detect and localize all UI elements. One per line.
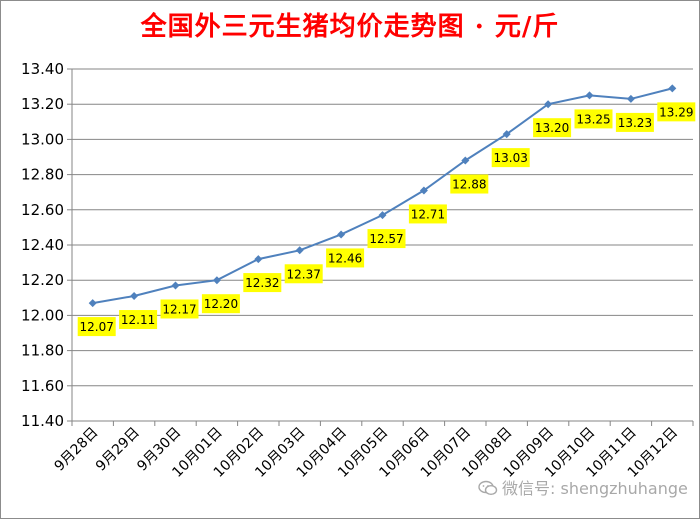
data-label: 12.17 (160, 299, 199, 319)
x-axis-ticks: 9月28日9月29日9月30日10月01日10月02日10月03日10月04日1… (52, 425, 682, 481)
data-point (668, 84, 677, 93)
data-label-box (201, 294, 240, 314)
data-label-text: 12.71 (411, 207, 445, 221)
data-label-box (284, 264, 323, 284)
y-tick-label: 12.40 (21, 236, 64, 254)
y-tick-label: 11.80 (21, 342, 64, 360)
x-tick-label: 9月29日 (93, 425, 143, 475)
data-point (544, 100, 553, 109)
data-label-box (450, 174, 489, 194)
data-label-text: 12.07 (80, 320, 114, 334)
data-point (626, 94, 635, 103)
data-label-box (491, 148, 530, 168)
data-point (295, 246, 304, 255)
y-tick-label: 11.60 (21, 377, 64, 395)
data-point (212, 276, 221, 285)
y-tick-label: 12.20 (21, 271, 64, 289)
x-tick-label: 9月28日 (52, 425, 102, 475)
data-label: 12.11 (119, 310, 158, 330)
data-point (337, 230, 346, 239)
y-tick-label: 11.40 (21, 412, 64, 430)
data-label: 13.20 (533, 118, 572, 138)
data-point (461, 156, 470, 165)
data-label: 12.37 (284, 264, 323, 284)
data-label: 12.57 (367, 229, 406, 249)
data-label-box (657, 102, 696, 122)
watermark: 微信号: shengzhuhange (478, 475, 688, 499)
y-tick-label: 12.00 (21, 306, 64, 324)
data-label-box (615, 112, 654, 132)
data-label-text: 12.20 (204, 297, 238, 311)
data-point (502, 130, 511, 139)
data-label: 12.07 (77, 317, 116, 337)
data-label-text: 12.11 (121, 313, 155, 327)
data-label: 13.23 (615, 112, 654, 132)
data-point (171, 281, 180, 290)
y-tick-label: 13.20 (21, 95, 64, 113)
data-label: 12.20 (201, 294, 240, 314)
data-point (419, 186, 428, 195)
data-point (130, 292, 139, 301)
data-label-text: 12.37 (287, 267, 321, 281)
data-label: 13.03 (491, 148, 530, 168)
data-label-box (367, 229, 406, 249)
data-label-text: 13.23 (618, 116, 652, 130)
data-label: 12.88 (450, 174, 489, 194)
data-point (585, 91, 594, 100)
data-labels: 12.07 12.11 12.17 12.20 12.32 12.37 12.46 12.57… (77, 102, 696, 337)
data-label-box (533, 118, 572, 138)
y-tick-label: 13.40 (21, 60, 64, 78)
watermark-text: 微信号: shengzhuhange (502, 479, 688, 498)
data-label-text: 12.46 (328, 251, 362, 265)
data-label-text: 13.25 (576, 112, 610, 126)
data-label-text: 13.20 (535, 121, 569, 135)
data-label: 12.46 (326, 248, 365, 268)
data-label-box (243, 273, 282, 293)
y-tick-label: 12.80 (21, 166, 64, 184)
series-layer (88, 84, 677, 308)
data-label-text: 13.03 (494, 151, 528, 165)
data-label-box (77, 317, 116, 337)
y-tick-label: 12.60 (21, 201, 64, 219)
data-label-text: 12.88 (452, 178, 486, 192)
chart-title: 全国外三元生猪均价走势图 · 元/斤 (140, 12, 560, 42)
data-label-box (119, 310, 158, 330)
data-point (88, 299, 97, 308)
y-axis-ticks: 11.40 11.60 11.80 12.00 12.20 12.40 12.60 12.80… (21, 60, 64, 430)
axes (67, 68, 694, 426)
y-tick-label: 13.00 (21, 130, 64, 148)
data-label-box (160, 299, 199, 319)
wechat-icon (478, 479, 498, 498)
data-label: 13.29 (657, 102, 696, 122)
data-label: 12.32 (243, 273, 282, 293)
data-label-box (326, 248, 365, 268)
data-label-text: 12.17 (162, 302, 196, 316)
data-label-text: 12.57 (369, 232, 403, 246)
data-label-text: 12.32 (245, 276, 279, 290)
data-label: 13.25 (574, 109, 613, 129)
data-point (378, 211, 387, 220)
data-label-text: 13.29 (659, 105, 693, 119)
gridlines (72, 68, 693, 387)
data-label: 12.71 (408, 204, 447, 224)
data-label-box (408, 204, 447, 224)
data-label-box (574, 109, 613, 129)
data-point (254, 255, 263, 264)
